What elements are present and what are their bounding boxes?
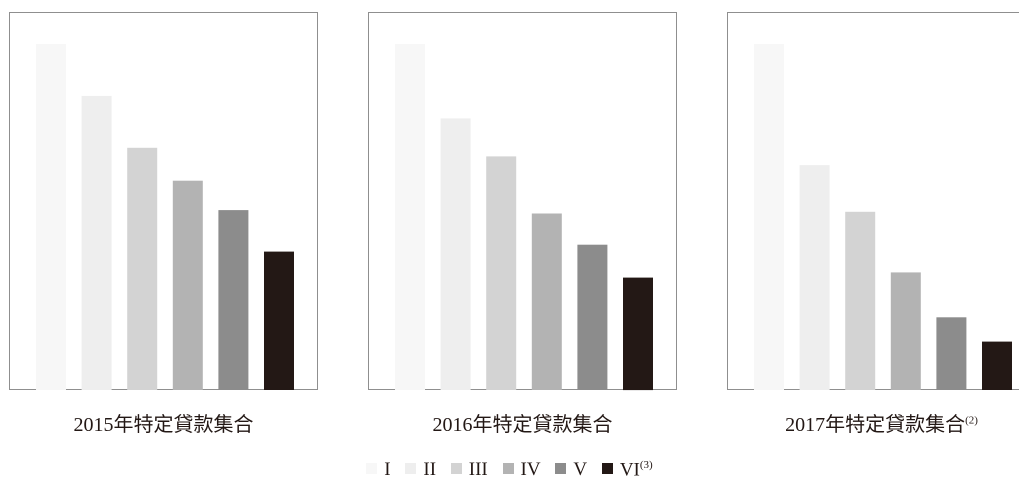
bar-2016-ii — [440, 118, 471, 391]
legend-swatch-iii — [450, 463, 462, 475]
legend-swatch-i — [366, 463, 378, 475]
chart-legend: I II III IV V VI(3) — [0, 455, 1019, 480]
legend-label-ii: II — [423, 459, 437, 480]
bar-2017-iv — [890, 272, 921, 390]
chart-title-2016: 2016年特定貸款集合 — [432, 414, 613, 436]
legend-swatch-iv — [502, 463, 514, 475]
legend-swatch-vi — [601, 463, 613, 475]
legend-item-iv: IV — [502, 459, 541, 480]
chart-caption-2016: 2016年特定貸款集合 — [368, 408, 677, 437]
legend-item-i: I — [366, 459, 391, 480]
legend-note-vi: (3) — [639, 459, 653, 471]
legend-swatch-ii — [405, 463, 417, 475]
bar-2016-iv — [531, 213, 562, 390]
bar-2017-ii — [799, 165, 830, 390]
bar-2015-iii — [127, 147, 158, 390]
bar-2017-i — [754, 44, 784, 390]
bar-2016-v — [577, 244, 608, 390]
legend-label-iii: III — [468, 459, 488, 480]
bar-2017-v — [936, 317, 967, 390]
legend-label-iv: IV — [520, 459, 541, 480]
legend-swatch-v — [555, 463, 567, 475]
bar-2016-i — [395, 44, 425, 390]
bar-chart-2016 — [395, 44, 653, 391]
chart-panel-2017 — [727, 12, 1019, 390]
chart-title-2017-note: (2) — [965, 414, 978, 427]
legend-item-vi: VI(3) — [601, 455, 653, 480]
bar-2016-iii — [486, 156, 517, 390]
bar-2017-iii — [845, 211, 876, 390]
chart-caption-2017: 2017年特定貸款集合(2) — [727, 408, 1019, 437]
bar-2016-vi — [623, 277, 653, 391]
chart-panel-2015 — [9, 12, 318, 391]
bar-2015-vi — [264, 251, 294, 390]
bar-2015-ii — [81, 95, 112, 391]
bar-2015-v — [218, 210, 249, 390]
legend-item-v: V — [555, 460, 587, 480]
legend-item-iii: III — [450, 459, 488, 480]
bar-chart-2017 — [754, 44, 1012, 390]
bar-2017-vi — [982, 341, 1012, 390]
legend-item-ii: II — [405, 460, 436, 480]
legend-label-i: I — [384, 459, 391, 480]
chart-caption-2015: 2015年特定貸款集合 — [9, 408, 318, 437]
bar-2015-iv — [172, 180, 203, 390]
legend-label-v: V — [573, 459, 588, 480]
legend-label-vi: VI — [619, 459, 640, 480]
chart-title-2015: 2015年特定貸款集合 — [73, 414, 254, 436]
chart-title-2017: 2017年特定貸款集合 — [785, 414, 966, 436]
chart-panel-2016 — [368, 12, 677, 391]
bar-chart-2015 — [36, 44, 294, 391]
bar-2015-i — [36, 44, 66, 390]
